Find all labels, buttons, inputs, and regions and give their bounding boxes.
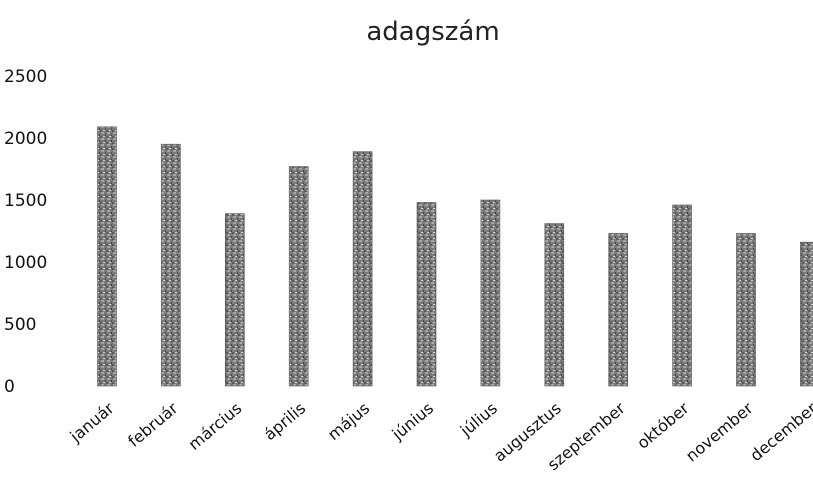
y-tick-label: 0: [4, 377, 15, 397]
x-tick-label: december: [746, 398, 813, 465]
x-axis-ticks: január február március április május június jú…: [66, 398, 813, 474]
bar: [736, 233, 756, 387]
x-tick-label: január: [66, 398, 118, 446]
chart-title: adagszám: [366, 17, 499, 47]
x-tick-label: február: [124, 398, 182, 451]
bar: [608, 233, 629, 387]
bar: [800, 241, 813, 387]
y-tick-label: 1500: [4, 191, 47, 211]
x-tick-label: november: [682, 398, 757, 465]
bar: [672, 204, 692, 387]
x-tick-label: április: [260, 399, 309, 445]
x-tick-label: március: [185, 399, 246, 454]
x-tick-label: október: [633, 398, 693, 452]
bar: [544, 223, 565, 387]
bar: [225, 213, 245, 387]
y-tick-label: 1000: [4, 253, 47, 273]
x-tick-label: május: [324, 399, 373, 445]
y-tick-label: 500: [4, 315, 36, 335]
bar: [480, 199, 501, 387]
bar: [161, 143, 181, 387]
y-axis-ticks: 0 500 1000 1500 2000 2500: [4, 67, 47, 397]
bar: [97, 126, 117, 387]
x-tick-label: június: [388, 399, 437, 445]
y-tick-label: 2000: [4, 129, 47, 149]
bars: [97, 126, 813, 387]
bar: [288, 166, 309, 387]
bar: [416, 202, 437, 387]
x-tick-label: július: [456, 399, 501, 441]
bar: [352, 151, 373, 387]
y-tick-label: 2500: [4, 67, 47, 87]
